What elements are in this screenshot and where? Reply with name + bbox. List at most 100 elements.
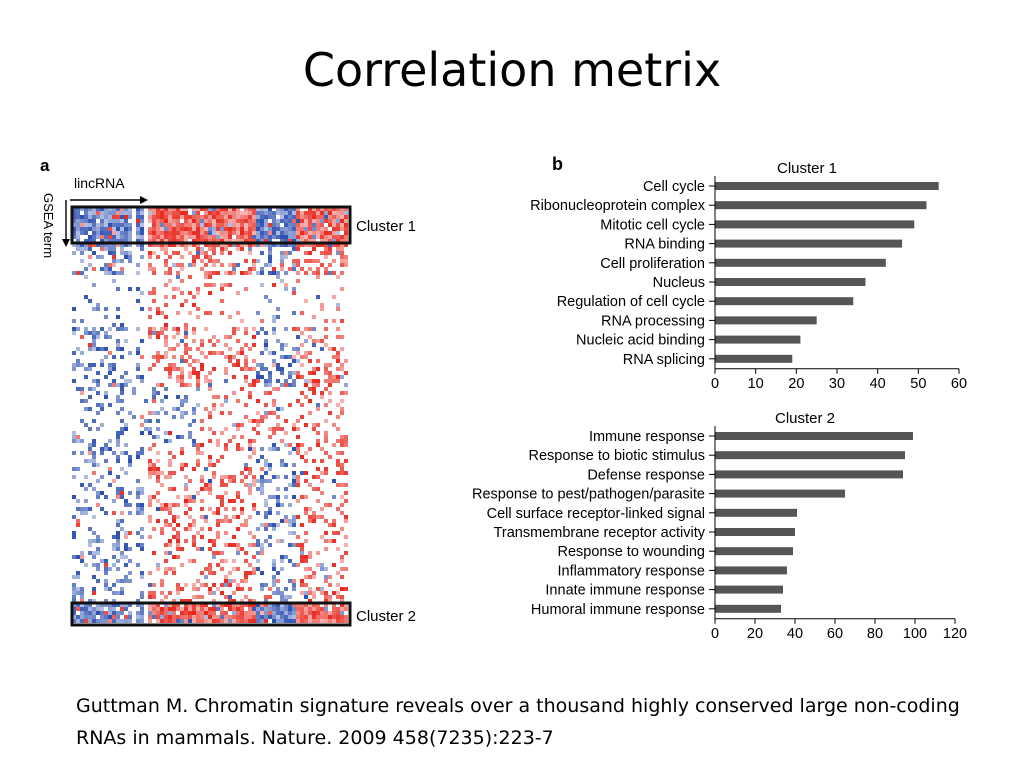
heatmap-cell [292, 379, 296, 383]
heatmap-cell [256, 271, 260, 275]
heatmap-cell [72, 603, 76, 607]
heatmap-cell [204, 275, 208, 279]
heatmap-cell [208, 339, 212, 343]
heatmap-cell [224, 603, 228, 607]
heatmap-cell [176, 407, 180, 411]
heatmap-cell [200, 487, 204, 491]
heatmap-cell [172, 503, 176, 507]
heatmap-cell [184, 511, 188, 515]
category-label: Transmembrane receptor activity [494, 525, 706, 541]
heatmap-cell [304, 603, 308, 607]
heatmap-cell [252, 475, 256, 479]
heatmap-cell [260, 455, 264, 459]
heatmap-cell [188, 603, 192, 607]
heatmap-cell [212, 239, 216, 243]
heatmap-cell [208, 463, 212, 467]
heatmap-cell [248, 215, 252, 219]
heatmap-cell [124, 555, 128, 559]
heatmap-cell [304, 339, 308, 343]
heatmap-cell [192, 339, 196, 343]
heatmap-cell [124, 427, 128, 431]
heatmap-cell [80, 351, 84, 355]
heatmap-cell [288, 231, 292, 235]
heatmap-cell [324, 327, 328, 331]
heatmap-cell [248, 239, 252, 243]
heatmap-cell [228, 235, 232, 239]
heatmap-cell [136, 207, 140, 211]
heatmap-cell [196, 443, 200, 447]
heatmap-cell [300, 311, 304, 315]
x-tick-label: 120 [943, 626, 967, 642]
category-label: Mitotic cell cycle [600, 217, 705, 233]
heatmap-cell [72, 615, 76, 619]
heatmap-cell [140, 219, 144, 223]
heatmap-cell [88, 363, 92, 367]
heatmap-cell [256, 219, 260, 223]
heatmap-cell [296, 263, 300, 267]
cluster2-label: Cluster 2 [356, 608, 416, 625]
heatmap-cell [220, 591, 224, 595]
heatmap-cell [80, 219, 84, 223]
heatmap-cell [252, 259, 256, 263]
heatmap-cell [72, 231, 76, 235]
heatmap-cell [108, 351, 112, 355]
heatmap-cell [212, 619, 216, 623]
heatmap-cell [192, 327, 196, 331]
heatmap-cell [260, 551, 264, 555]
heatmap-cell [272, 447, 276, 451]
heatmap-cell [320, 479, 324, 483]
heatmap-cell [124, 255, 128, 259]
heatmap-cell [216, 563, 220, 567]
heatmap-cell [272, 327, 276, 331]
heatmap-cell [184, 219, 188, 223]
heatmap-cell [268, 495, 272, 499]
heatmap-cell [336, 227, 340, 231]
heatmap-cell [216, 259, 220, 263]
heatmap-cell [288, 483, 292, 487]
heatmap-cell [260, 227, 264, 231]
heatmap-cell [88, 207, 92, 211]
heatmap-cell [112, 563, 116, 567]
heatmap-cell [100, 491, 104, 495]
heatmap-cell [232, 267, 236, 271]
heatmap-cell [204, 619, 208, 623]
heatmap-cell [248, 439, 252, 443]
heatmap-cell [180, 379, 184, 383]
heatmap-cell [120, 215, 124, 219]
heatmap-cell [244, 227, 248, 231]
heatmap-cell [88, 255, 92, 259]
heatmap-cell [208, 459, 212, 463]
heatmap-cell [176, 331, 180, 335]
heatmap-cell [268, 607, 272, 611]
heatmap-cell [80, 271, 84, 275]
heatmap-cell [124, 371, 128, 375]
heatmap-cell [292, 247, 296, 251]
heatmap-cell [324, 367, 328, 371]
heatmap-cell [300, 211, 304, 215]
x-axis-label: lincRNA [74, 175, 125, 191]
heatmap-cell [236, 227, 240, 231]
heatmap-cell [296, 223, 300, 227]
heatmap-cell [308, 235, 312, 239]
heatmap-cell [96, 551, 100, 555]
heatmap-cell [300, 579, 304, 583]
heatmap-cell [208, 571, 212, 575]
heatmap-cell [156, 519, 160, 523]
heatmap-cell [204, 207, 208, 211]
heatmap-cell [208, 311, 212, 315]
heatmap-cell [320, 231, 324, 235]
heatmap-cell [92, 335, 96, 339]
heatmap-cell [328, 615, 332, 619]
heatmap-cell [148, 603, 152, 607]
heatmap-cell [204, 467, 208, 471]
heatmap-cell [280, 607, 284, 611]
heatmap-cell [284, 619, 288, 623]
heatmap-cell [204, 211, 208, 215]
heatmap-cell [316, 275, 320, 279]
heatmap-cell [140, 451, 144, 455]
heatmap-cell [136, 243, 140, 247]
heatmap-cell [164, 335, 168, 339]
heatmap-cell [328, 207, 332, 211]
heatmap-cell [72, 583, 76, 587]
heatmap-cell [160, 327, 164, 331]
